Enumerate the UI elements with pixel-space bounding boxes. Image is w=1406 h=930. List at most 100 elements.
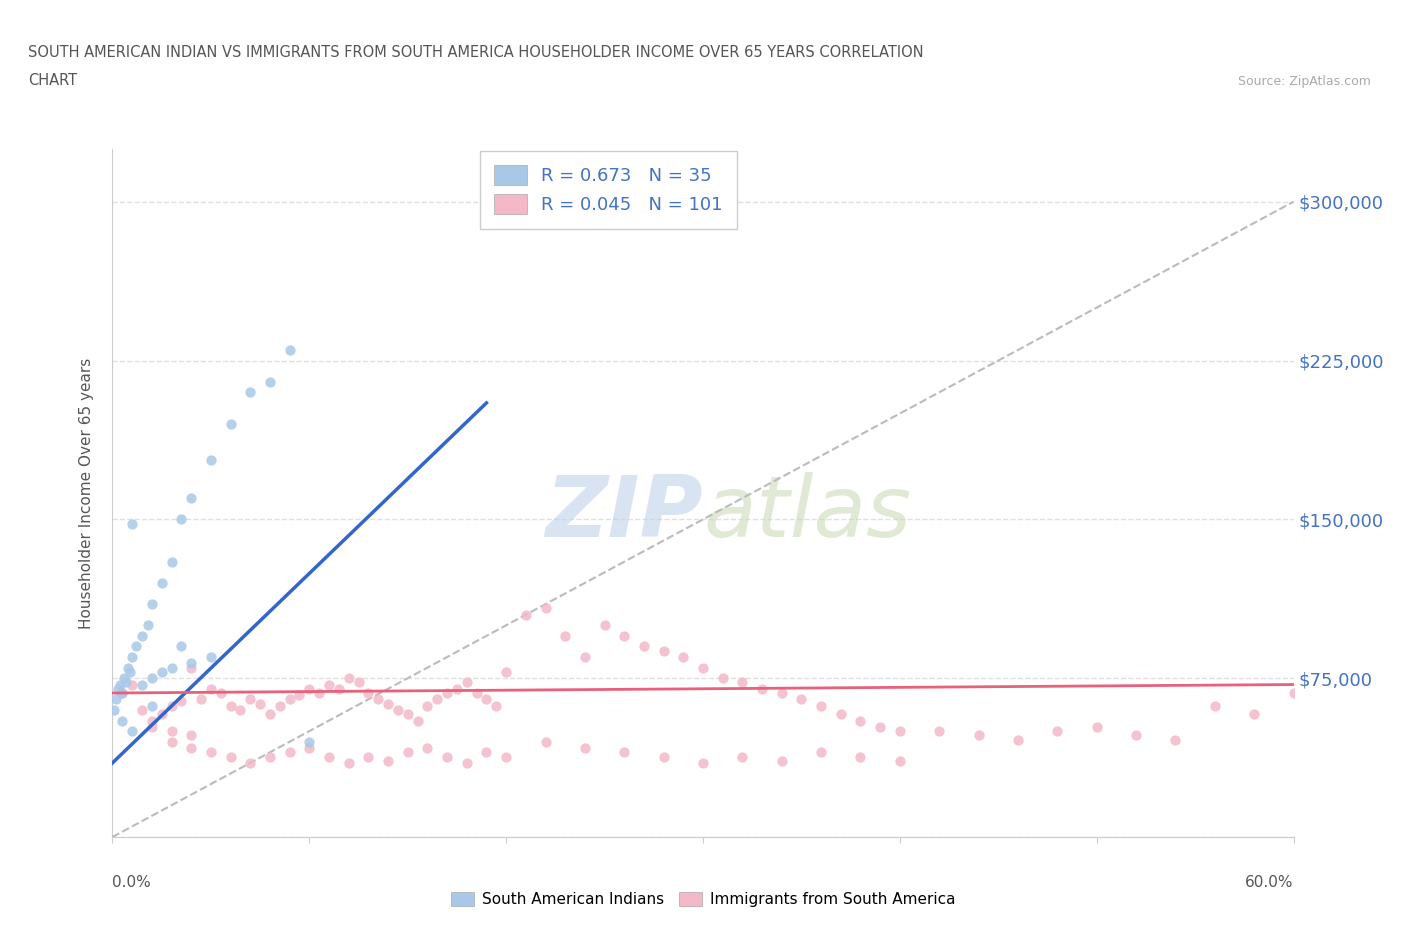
Point bbox=[337, 671, 360, 685]
Point bbox=[160, 698, 183, 713]
Point bbox=[141, 597, 163, 612]
Point bbox=[229, 702, 252, 717]
Point bbox=[160, 724, 183, 738]
Point bbox=[239, 755, 262, 770]
Point bbox=[967, 728, 990, 743]
Text: SOUTH AMERICAN INDIAN VS IMMIGRANTS FROM SOUTH AMERICA HOUSEHOLDER INCOME OVER 6: SOUTH AMERICAN INDIAN VS IMMIGRANTS FROM… bbox=[28, 46, 924, 60]
Point bbox=[180, 656, 202, 671]
Point bbox=[120, 664, 142, 679]
Point bbox=[357, 685, 380, 700]
Point bbox=[495, 749, 517, 764]
Point bbox=[200, 682, 222, 697]
Point bbox=[298, 740, 321, 755]
Point bbox=[672, 649, 695, 664]
Point bbox=[377, 753, 399, 768]
Point bbox=[377, 697, 399, 711]
Point bbox=[406, 713, 429, 728]
Point bbox=[869, 720, 891, 735]
Point bbox=[770, 685, 793, 700]
Point bbox=[692, 660, 714, 675]
Point bbox=[219, 749, 242, 764]
Point bbox=[298, 682, 321, 697]
Point bbox=[308, 685, 330, 700]
Point bbox=[387, 702, 409, 717]
Point bbox=[1204, 698, 1226, 713]
Point bbox=[367, 692, 389, 707]
Point bbox=[239, 385, 262, 400]
Y-axis label: Householder Income Over 65 years: Householder Income Over 65 years bbox=[79, 357, 94, 629]
Point bbox=[180, 660, 202, 675]
Text: 60.0%: 60.0% bbox=[1246, 875, 1294, 890]
Text: CHART: CHART bbox=[28, 73, 77, 88]
Text: ZIP: ZIP bbox=[546, 472, 703, 555]
Point bbox=[770, 753, 793, 768]
Point bbox=[416, 698, 439, 713]
Point bbox=[889, 753, 911, 768]
Point bbox=[180, 491, 202, 506]
Point bbox=[117, 660, 139, 675]
Point bbox=[328, 682, 350, 697]
Point bbox=[249, 697, 271, 711]
Point bbox=[456, 675, 478, 690]
Point bbox=[1282, 685, 1305, 700]
Point bbox=[131, 702, 153, 717]
Point bbox=[141, 713, 163, 728]
Legend: South American Indians, Immigrants from South America: South American Indians, Immigrants from … bbox=[444, 885, 962, 913]
Point bbox=[112, 671, 135, 685]
Point bbox=[141, 671, 163, 685]
Point bbox=[131, 629, 153, 644]
Point bbox=[416, 740, 439, 755]
Point bbox=[1007, 732, 1029, 747]
Point bbox=[269, 698, 291, 713]
Point bbox=[278, 342, 301, 357]
Point bbox=[475, 745, 498, 760]
Point bbox=[396, 707, 419, 722]
Point bbox=[180, 728, 202, 743]
Point bbox=[928, 724, 950, 738]
Point bbox=[534, 735, 557, 750]
Point bbox=[574, 649, 596, 664]
Point bbox=[121, 724, 143, 738]
Point bbox=[209, 685, 232, 700]
Point bbox=[219, 698, 242, 713]
Point bbox=[136, 618, 159, 632]
Point bbox=[613, 745, 636, 760]
Point bbox=[170, 639, 193, 654]
Point bbox=[110, 677, 132, 692]
Point bbox=[692, 755, 714, 770]
Point bbox=[436, 685, 458, 700]
Point bbox=[1125, 728, 1147, 743]
Point bbox=[121, 649, 143, 664]
Point bbox=[200, 745, 222, 760]
Point bbox=[426, 692, 449, 707]
Point bbox=[288, 687, 311, 702]
Point bbox=[711, 671, 734, 685]
Text: 0.0%: 0.0% bbox=[112, 875, 152, 890]
Point bbox=[613, 629, 636, 644]
Point bbox=[141, 720, 163, 735]
Point bbox=[751, 682, 773, 697]
Point bbox=[115, 675, 138, 690]
Point bbox=[731, 749, 754, 764]
Point bbox=[1164, 732, 1187, 747]
Point bbox=[849, 713, 872, 728]
Point bbox=[515, 607, 537, 622]
Point bbox=[150, 576, 173, 591]
Point bbox=[219, 417, 242, 432]
Point bbox=[652, 749, 675, 764]
Point bbox=[495, 664, 517, 679]
Point bbox=[633, 639, 655, 654]
Point bbox=[574, 740, 596, 755]
Point bbox=[534, 601, 557, 616]
Point bbox=[731, 675, 754, 690]
Text: Source: ZipAtlas.com: Source: ZipAtlas.com bbox=[1237, 75, 1371, 88]
Point bbox=[465, 685, 488, 700]
Point bbox=[239, 692, 262, 707]
Point bbox=[259, 707, 281, 722]
Text: atlas: atlas bbox=[703, 472, 911, 555]
Point bbox=[160, 554, 183, 569]
Point bbox=[278, 692, 301, 707]
Point bbox=[1046, 724, 1069, 738]
Point bbox=[190, 692, 212, 707]
Point bbox=[475, 692, 498, 707]
